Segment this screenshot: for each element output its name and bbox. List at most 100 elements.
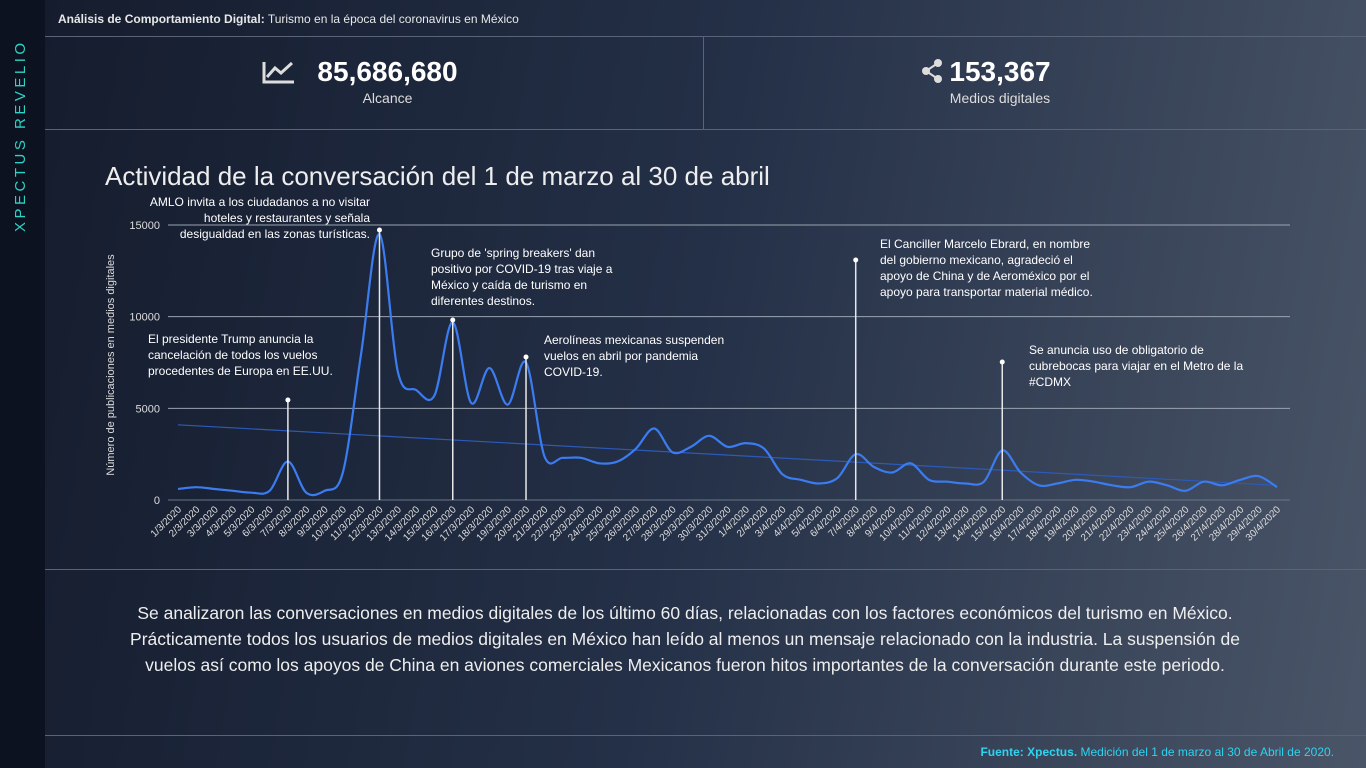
divider (45, 735, 1366, 736)
description: Se analizaron las conversaciones en medi… (130, 603, 1240, 675)
header-bold: Análisis de Comportamiento Digital: (58, 12, 265, 26)
kpi-value: 153,367 (949, 56, 1051, 87)
x-tick-label: 2/4/2020 (735, 504, 771, 540)
annotation-text: positivo por COVID-19 tras viaje a (431, 262, 613, 276)
x-tick-label: 10/3/2020 (310, 504, 350, 544)
x-tick-label: 22/4/2020 (1097, 504, 1137, 544)
x-tick-label: 10/4/2020 (878, 504, 918, 544)
x-tick-label: 9/3/2020 (295, 504, 331, 540)
x-tick-label: 31/3/2020 (694, 504, 734, 544)
x-tick-label: 9/4/2020 (863, 504, 899, 540)
brand: XPECTUS REVELIO (12, 39, 29, 232)
footer-bold: Fuente: Xpectus. (980, 745, 1078, 759)
annotation-dot (853, 257, 859, 263)
annotation-text: El presidente Trump anuncia la (148, 332, 314, 346)
x-tick-label: 17/4/2020 (1006, 504, 1046, 544)
x-tick-label: 14/4/2020 (951, 504, 991, 544)
annotation-text: del gobierno mexicano, agradeció el (880, 253, 1073, 267)
x-tick-label: 22/3/2020 (530, 504, 570, 544)
x-tick-label: 5/3/2020 (222, 504, 258, 540)
kpi-value: 85,686,680 (317, 56, 458, 87)
annotation-dot (999, 359, 1005, 365)
x-tick-label: 7/3/2020 (259, 504, 295, 540)
header-text: Turismo en la época del coronavirus en M… (267, 12, 519, 26)
x-tick-label: 11/4/2020 (896, 504, 935, 543)
sidebar: XPECTUS REVELIO (0, 0, 45, 768)
annotation-text: diferentes destinos. (431, 294, 535, 308)
x-tick-label: 11/3/2020 (329, 504, 368, 543)
x-tick-label: 12/4/2020 (914, 504, 954, 544)
x-tick-label: 27/4/2020 (1189, 504, 1229, 544)
chart-title: Actividad de la conversación del 1 de ma… (105, 161, 770, 191)
annotation-text: AMLO invita a los ciudadanos a no visita… (150, 195, 370, 209)
x-tick-label: 19/4/2020 (1042, 504, 1082, 544)
x-tick-label: 19/3/2020 (475, 504, 515, 544)
x-tick-label: 14/3/2020 (383, 504, 423, 544)
x-tick-label: 7/4/2020 (827, 504, 863, 540)
divider (703, 36, 704, 129)
x-tick-label: 23/4/2020 (1116, 504, 1156, 544)
kpi-label: Medios digitales (949, 90, 1051, 106)
divider (45, 569, 1366, 570)
x-tick-label: 18/3/2020 (456, 504, 496, 544)
x-tick-label: 3/3/2020 (185, 504, 221, 540)
x-tick-label: 13/4/2020 (932, 504, 972, 544)
data-line (177, 233, 1278, 497)
annotation-text: México y caída de turismo en (431, 278, 587, 292)
annotation-text: Grupo de 'spring breakers' dan (431, 246, 595, 260)
x-tick-label: 15/3/2020 (401, 504, 441, 544)
divider (45, 36, 1366, 37)
x-tick-label: 12/3/2020 (346, 504, 386, 544)
x-tick-label: 8/4/2020 (845, 504, 881, 540)
y-axis-label: Número de publicaciones en medios digita… (105, 254, 117, 476)
x-tick-label: 21/4/2020 (1079, 504, 1119, 544)
annotation-text: cubrebocas para viajar en el Metro de la (1029, 359, 1243, 373)
annotation-dot (450, 317, 456, 323)
x-tick-label: 17/3/2020 (438, 504, 478, 544)
x-tick-label: 29/3/2020 (658, 504, 698, 544)
kpi-label: Alcance (362, 90, 413, 106)
annotation-text: El Canciller Marcelo Ebrard, en nombre (880, 237, 1090, 251)
x-tick-label: 13/3/2020 (365, 504, 405, 544)
y-tick-label: 10000 (129, 312, 160, 324)
annotation-text: #CDMX (1029, 375, 1071, 389)
x-tick-label: 29/4/2020 (1226, 504, 1266, 544)
x-tick-label: 2/3/2020 (167, 504, 203, 540)
x-tick-label: 6/3/2020 (240, 504, 276, 540)
trend-line (177, 424, 1278, 486)
x-tick-label: 28/3/2020 (639, 504, 679, 544)
annotation-text: desigualdad en las zonas turísticas. (180, 227, 370, 241)
x-tick-label: 15/4/2020 (969, 504, 1009, 544)
header: Análisis de Comportamiento Digital: Turi… (58, 12, 519, 26)
x-tick-label: 24/4/2020 (1134, 504, 1174, 544)
x-tick-label: 18/4/2020 (1024, 504, 1064, 544)
annotation-text: procedentes de Europa en EE.UU. (148, 364, 333, 378)
footer: Fuente: Xpectus. Medición del 1 de marzo… (980, 745, 1334, 759)
x-tick-label: 26/4/2020 (1171, 504, 1211, 544)
x-tick-label: 27/3/2020 (621, 504, 661, 544)
y-tick-label: 0 (154, 495, 160, 507)
annotation-text: vuelos en abril por pandemia (544, 349, 698, 363)
x-tick-label: 26/3/2020 (603, 504, 643, 544)
x-tick-label: 5/4/2020 (790, 504, 826, 540)
x-tick-label: 8/3/2020 (277, 504, 313, 540)
x-tick-label: 20/3/2020 (493, 504, 533, 544)
kpi: 153,367 Medios digitales (930, 56, 1070, 106)
x-tick-label: 25/3/2020 (584, 504, 624, 544)
annotation-dot (285, 397, 291, 403)
annotation-text: apoyo para transportar material médico. (880, 285, 1093, 299)
annotation-dot (523, 354, 529, 360)
x-tick-label: 25/4/2020 (1152, 504, 1192, 544)
x-tick-label: 4/4/2020 (772, 504, 808, 540)
footer-text: Medición del 1 de marzo al 30 de Abril d… (1080, 745, 1335, 759)
x-tick-label: 1/4/2020 (717, 504, 753, 540)
x-tick-label: 1/3/2020 (149, 504, 185, 540)
x-tick-label: 24/3/2020 (566, 504, 606, 544)
annotation-text: apoyo de China y de Aeroméxico por el (880, 269, 1089, 283)
x-tick-label: 3/4/2020 (753, 504, 789, 540)
kpi: 85,686,680 Alcance (300, 56, 475, 106)
annotation-text: Aerolíneas mexicanas suspenden (544, 333, 724, 347)
x-tick-label: 30/3/2020 (676, 504, 716, 544)
x-tick-label: 20/4/2020 (1061, 504, 1101, 544)
